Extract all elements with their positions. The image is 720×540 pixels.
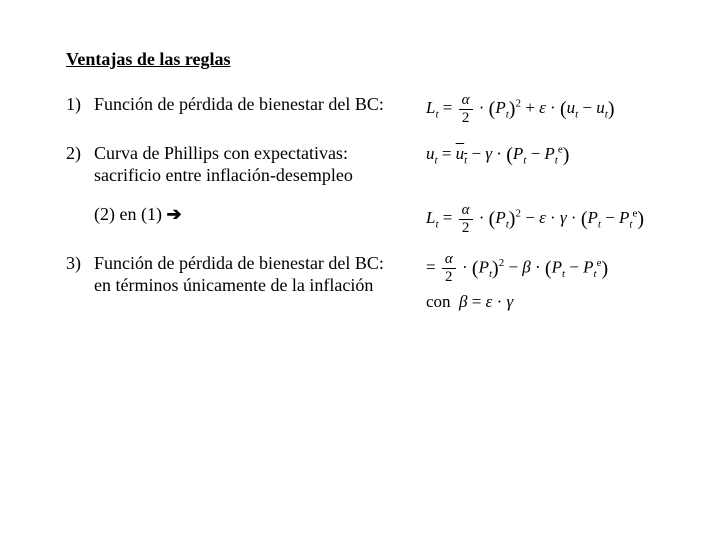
item-3: 3) Función de pérdida de bienestar del B…: [66, 252, 720, 318]
item-3-number: 3): [66, 252, 94, 275]
item-3-text: Función de pérdida de bienestar del BC: …: [94, 252, 422, 297]
item-2-formula: ut = ut − γ · (Pt − Pte): [422, 142, 720, 168]
page: Ventajas de las reglas 1) Función de pér…: [0, 0, 720, 318]
item-2: 2) Curva de Phillips con expectativas: s…: [66, 142, 720, 187]
item-2-text: Curva de Phillips con expectativas: sacr…: [94, 142, 422, 187]
item-3-line2: en términos únicamente de la inflación: [94, 275, 373, 295]
item-1-number: 1): [66, 93, 94, 116]
item-3-line1: Función de pérdida de bienestar del BC:: [94, 253, 384, 273]
item-2-line2: sacrificio entre inflación-desempleo: [94, 165, 353, 185]
item-1-text: Función de pérdida de bienestar del BC:: [94, 93, 422, 116]
con-label: con: [426, 292, 451, 311]
substitution-label: (2) en (1): [94, 204, 162, 224]
arrow-icon: ➔: [166, 204, 181, 224]
item-1-formula: Lt = α2 · (Pt)2 + ε · (ut − ut): [422, 93, 720, 126]
substitution-formula: Lt = α2 · (Pt)2 − ε · γ · (Pt − Pte): [422, 203, 720, 236]
substitution-step: (2) en (1) ➔ Lt = α2 · (Pt)2 − ε · γ · (…: [94, 203, 720, 236]
item-2-number: 2): [66, 142, 94, 165]
item-2-line1: Curva de Phillips con expectativas:: [94, 143, 348, 163]
section-title: Ventajas de las reglas: [66, 48, 720, 71]
item-1: 1) Función de pérdida de bienestar del B…: [66, 93, 720, 126]
item-3-formula: = α2 · (Pt)2 − β · (Pt − Pte) con β = ε …: [422, 252, 720, 318]
